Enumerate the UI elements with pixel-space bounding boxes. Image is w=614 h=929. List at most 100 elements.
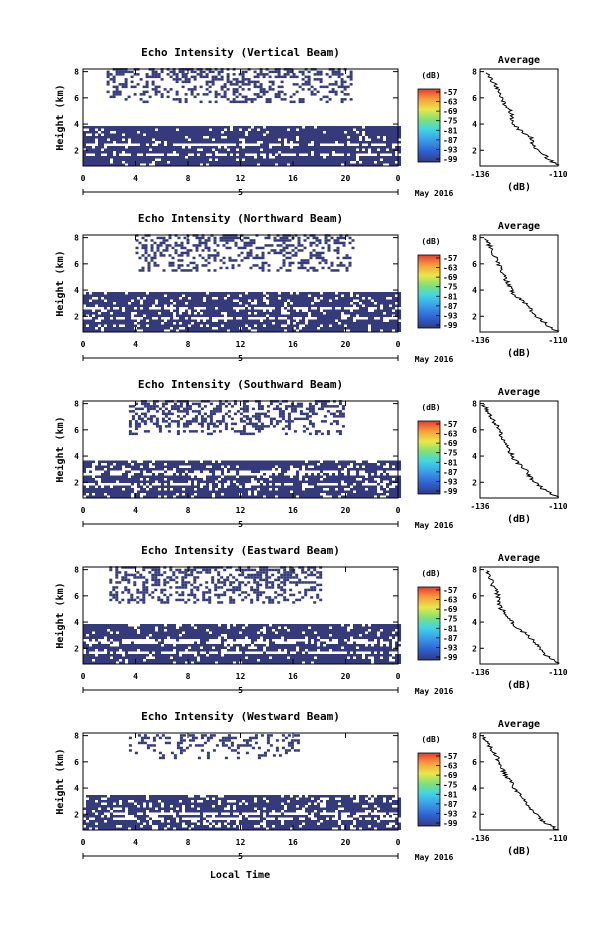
echo-cell [335, 146, 338, 149]
echo-cell [110, 136, 113, 139]
echo-cell [101, 488, 104, 491]
echo-cell [242, 163, 245, 166]
echo-cell [119, 478, 122, 481]
echo-cell [154, 75, 158, 79]
colorbar-tick-label: -57 [443, 254, 458, 263]
echo-cell [350, 126, 353, 129]
echo-cell [322, 95, 326, 99]
echo-cell [299, 463, 302, 466]
echo-cell [224, 133, 227, 136]
echo-cell [191, 141, 194, 144]
echo-cell [245, 141, 248, 144]
echo-cell [223, 83, 227, 86]
echo-cell [181, 80, 185, 84]
echo-cell [284, 463, 287, 466]
echo-cell [317, 126, 320, 129]
echo-cell [272, 141, 275, 144]
echo-cell [368, 480, 371, 483]
echo-cell [266, 138, 269, 141]
echo-cell [144, 246, 148, 250]
echo-cell [365, 324, 368, 327]
echo-cell [350, 468, 353, 471]
echo-cell [137, 465, 140, 468]
echo-cell [219, 266, 223, 270]
echo-cell [167, 299, 170, 302]
echo-cell [116, 148, 119, 151]
echo-cell [110, 493, 113, 496]
echo-cell [257, 146, 260, 149]
echo-cell [305, 151, 308, 154]
echo-cell [185, 131, 188, 134]
echo-cell [116, 488, 119, 491]
echo-cell [332, 128, 335, 131]
echo-cell [248, 478, 251, 481]
echo-cell [342, 244, 346, 247]
echo-cell [383, 151, 386, 154]
echo-cell [179, 161, 182, 164]
echo-cell [374, 329, 377, 332]
echo-cell [263, 161, 266, 164]
echo-cell [305, 297, 308, 300]
echo-cell [152, 407, 156, 411]
echo-cell [161, 141, 164, 144]
echo-cell [287, 148, 290, 151]
echo-cell [149, 470, 152, 473]
echo-cell [332, 307, 335, 310]
echo-cell [365, 151, 368, 154]
echo-cell [162, 239, 166, 242]
heatmap-title: Echo Intensity (Northward Beam) [138, 212, 343, 225]
echo-cell [164, 412, 168, 416]
echo-cell [272, 314, 275, 317]
echo-cell [302, 161, 305, 164]
echo-cell [227, 302, 230, 305]
echo-cell [275, 131, 278, 134]
echo-cell [271, 70, 275, 74]
echo-cell [323, 468, 326, 471]
echo-cell [329, 463, 332, 466]
echo-cell [212, 156, 215, 159]
y-tick-label: 6 [74, 260, 79, 269]
echo-cell [260, 302, 263, 305]
echo-cell [128, 329, 131, 332]
echo-cell [164, 327, 167, 330]
echo-cell [116, 292, 119, 295]
echo-cell [125, 490, 128, 493]
echo-cell [347, 304, 350, 307]
echo-cell [239, 309, 242, 312]
echo-cell [317, 297, 320, 300]
echo-cell [164, 314, 167, 317]
echo-cell [176, 470, 179, 473]
echo-cell [146, 126, 149, 129]
echo-cell [161, 485, 164, 488]
echo-cell [296, 493, 299, 496]
echo-cell [302, 475, 305, 478]
echo-cell [180, 259, 184, 262]
echo-cell [337, 75, 341, 79]
echo-cell [180, 244, 184, 247]
echo-cell [290, 299, 293, 302]
echo-cell [214, 100, 218, 104]
echo-cell [350, 483, 353, 486]
echo-cell [338, 141, 341, 144]
echo-cell [224, 148, 227, 151]
echo-cell [297, 239, 301, 242]
echo-cell [212, 161, 215, 164]
echo-cell [113, 465, 116, 468]
echo-cell [182, 410, 186, 413]
echo-cell [191, 302, 194, 305]
echo-cell [359, 488, 362, 491]
echo-cell [113, 292, 116, 295]
echo-cell [350, 146, 353, 149]
echo-cell [116, 299, 119, 302]
echo-cell [230, 322, 233, 325]
echo-cell [386, 307, 389, 310]
echo-cell [243, 244, 247, 247]
echo-cell [152, 475, 155, 478]
echo-cell [305, 161, 308, 164]
echo-cell [197, 299, 200, 302]
echo-cell [173, 304, 176, 307]
echo-cell [188, 163, 191, 166]
echo-cell [311, 292, 314, 295]
echo-cell [173, 463, 176, 466]
echo-cell [140, 126, 143, 129]
